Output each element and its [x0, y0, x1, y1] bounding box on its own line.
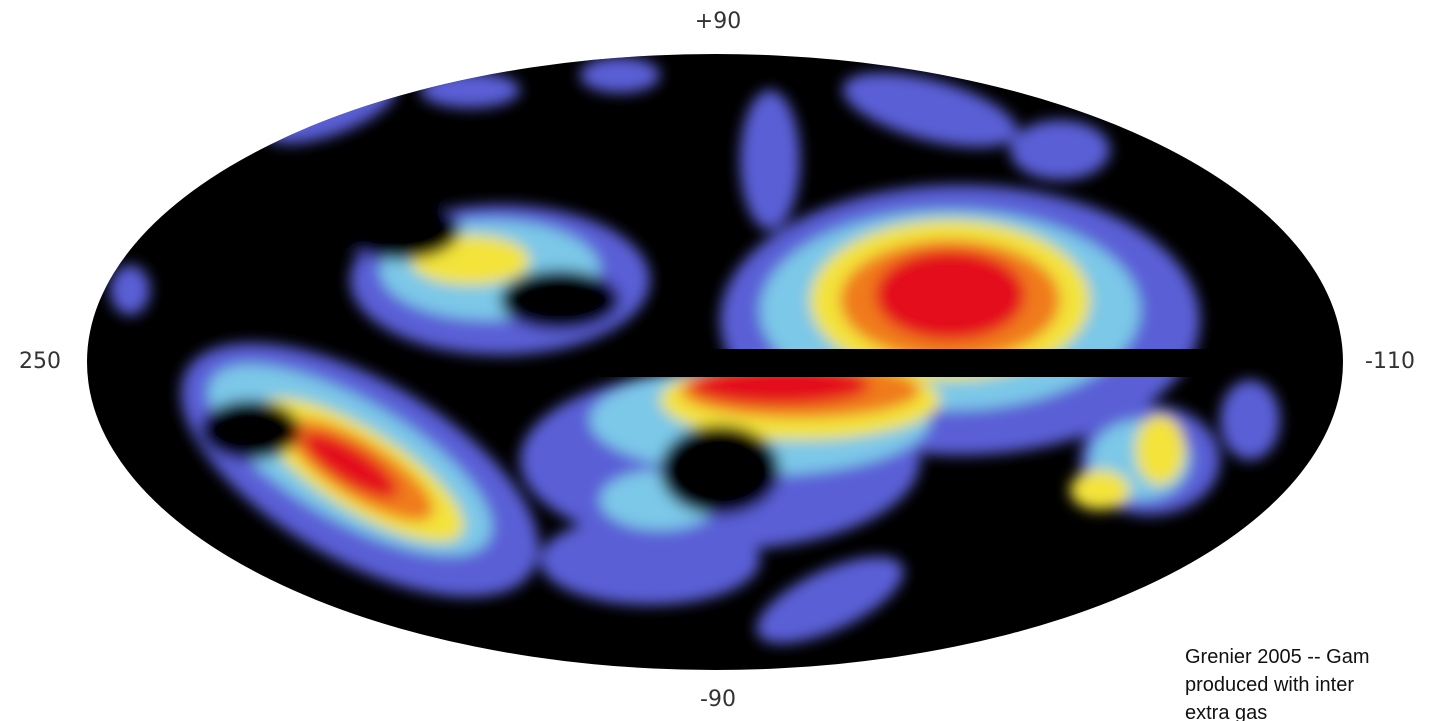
longitude-left: 250 [19, 349, 61, 374]
latitude-bottom: -90 [700, 687, 736, 712]
galactic-plane-mask [600, 349, 1210, 377]
page: +90 -90 250 -110 Grenier 2005 -- Gam pro… [0, 0, 1430, 721]
latitude-top: +90 [695, 9, 741, 34]
caption-line: produced with inter [1185, 674, 1354, 696]
longitude-right: -110 [1365, 349, 1415, 374]
sky-map-figure: +90 -90 250 -110 Grenier 2005 -- Gam pro… [0, 0, 1430, 721]
caption-line: extra gas [1185, 702, 1267, 721]
caption-line: Grenier 2005 -- Gam [1185, 646, 1370, 668]
